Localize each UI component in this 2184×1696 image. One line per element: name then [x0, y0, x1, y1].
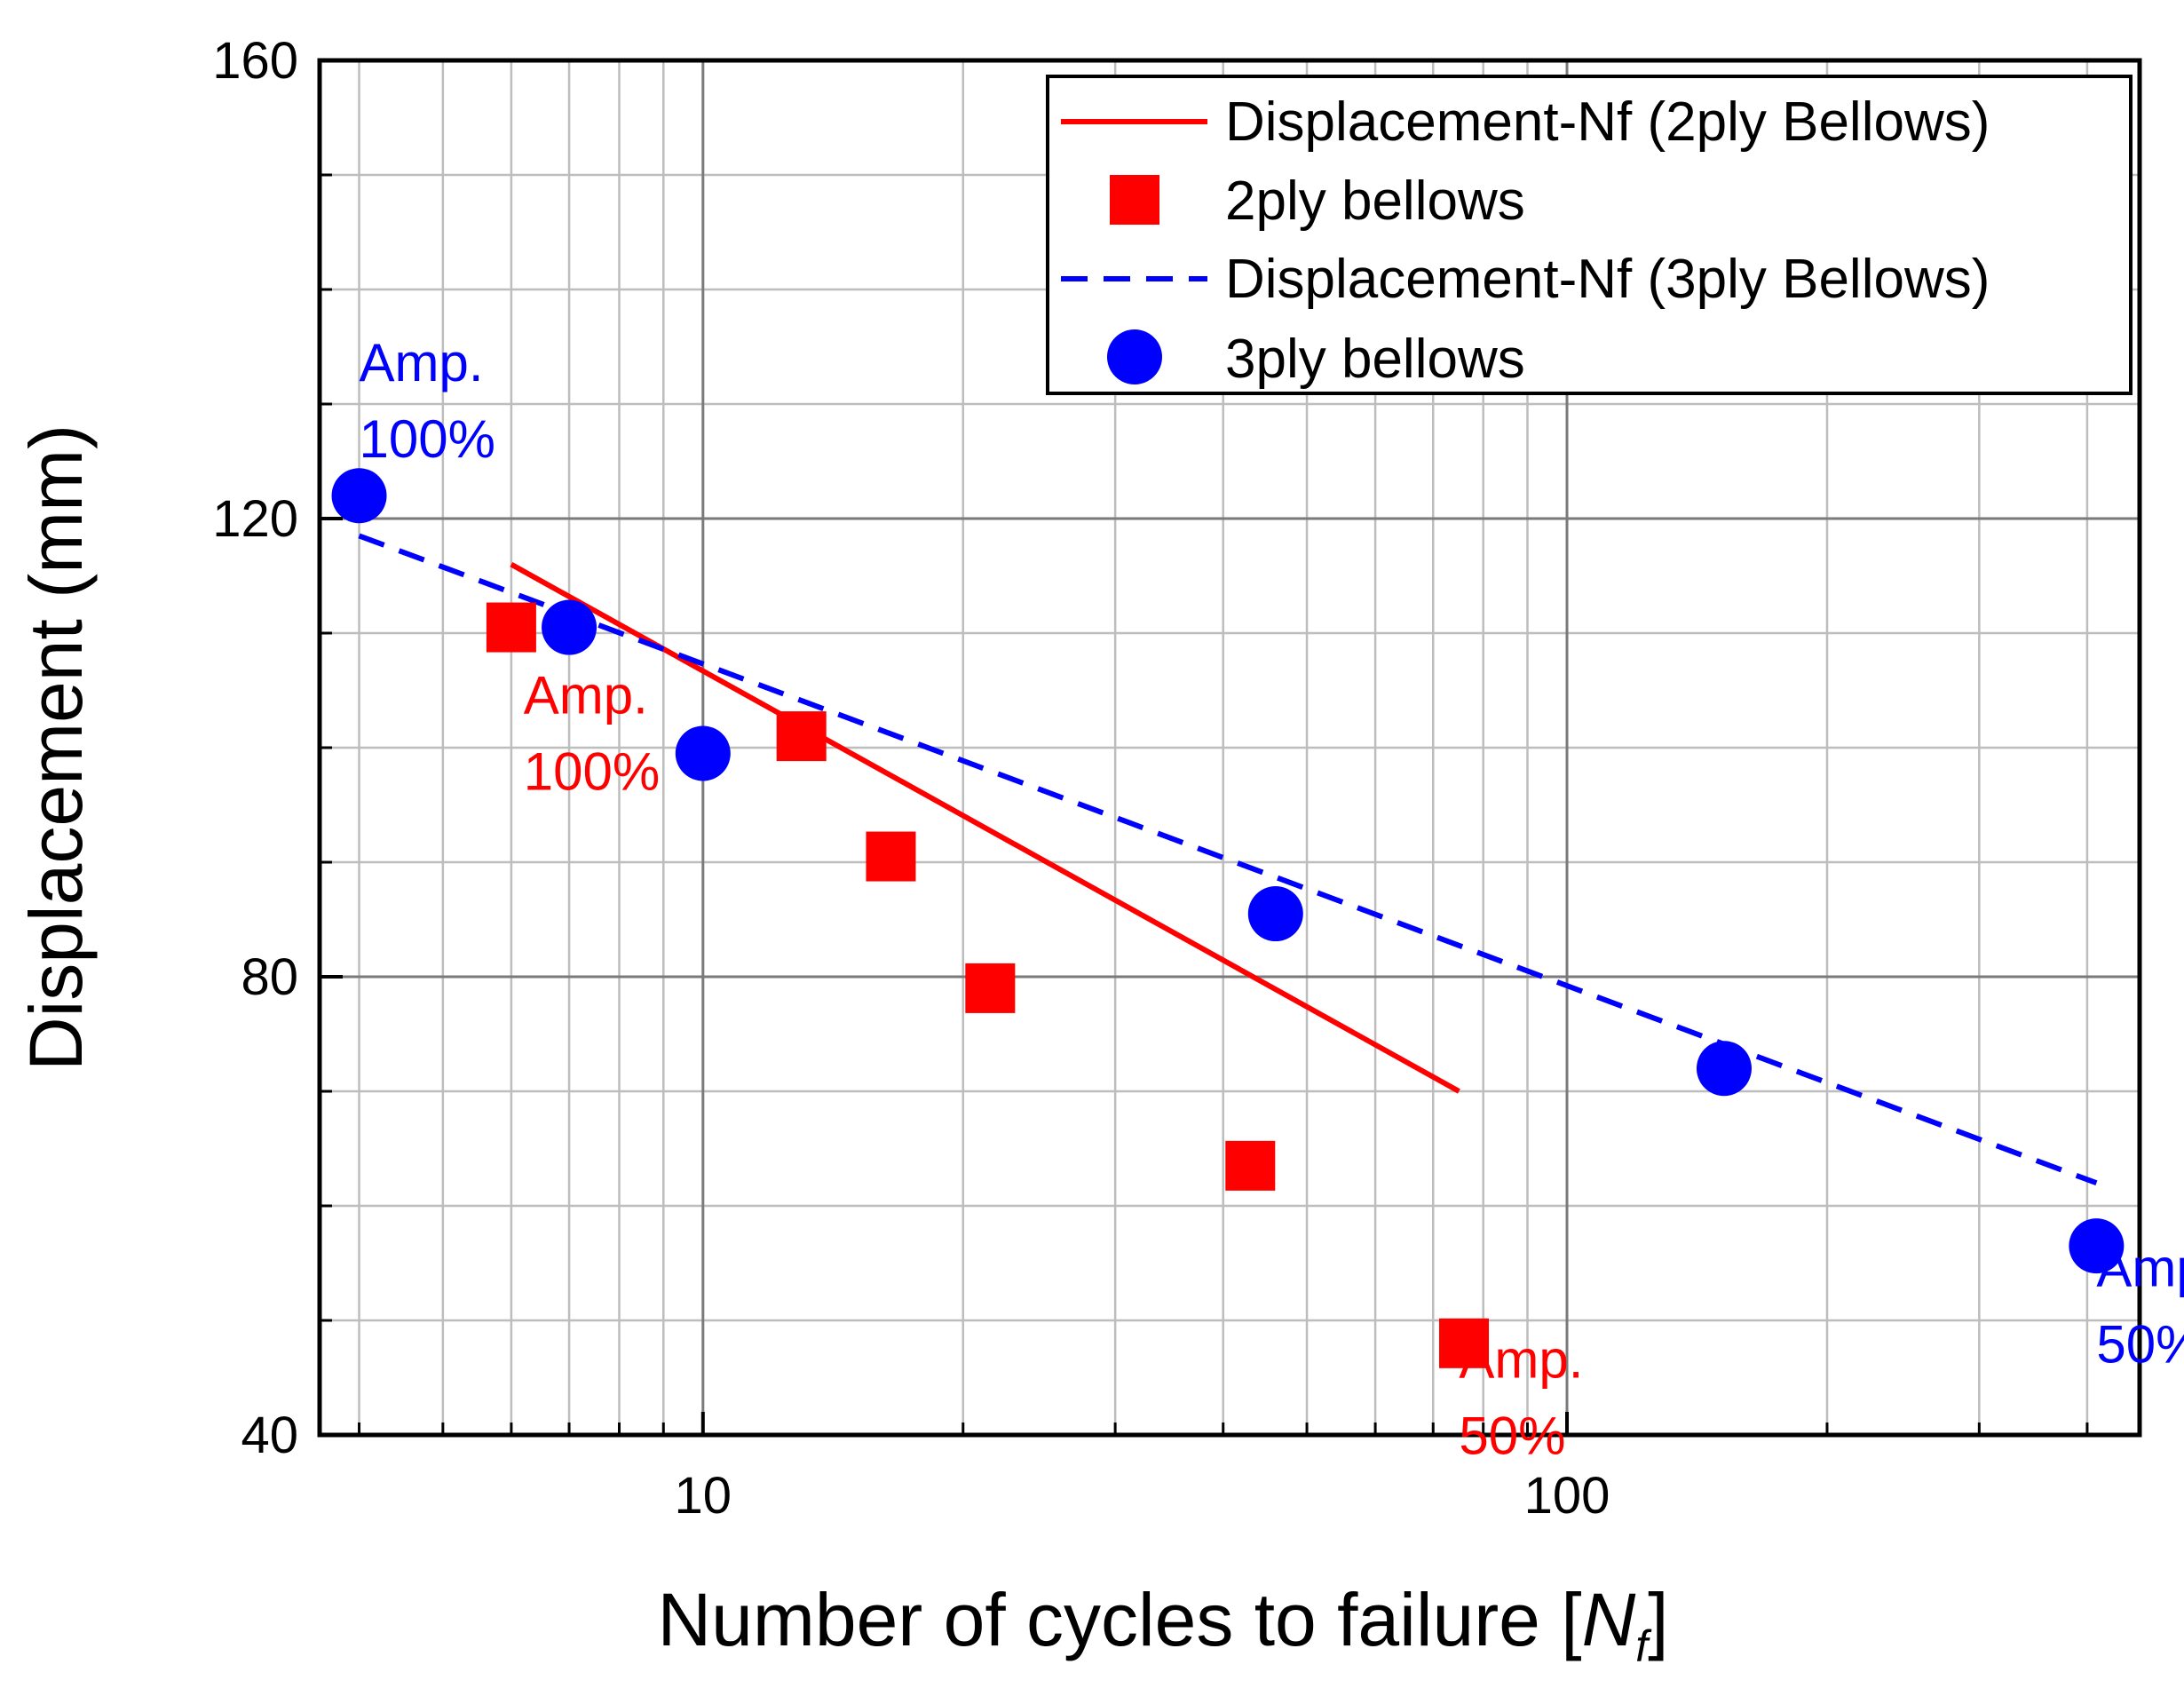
annotation-line-1: Amp.	[360, 333, 484, 392]
data-point-3ply	[331, 468, 387, 524]
legend-label-3ply-marker: 3ply bellows	[1225, 329, 1525, 390]
legend-swatch-2ply-marker	[1110, 175, 1159, 225]
data-point-2ply	[1225, 1140, 1276, 1191]
x-axis-title-bracket-open: [	[1540, 1578, 1582, 1661]
data-point-3ply	[1247, 886, 1303, 942]
x-axis-title: Number of cycles to failure [Nf]	[658, 1578, 1669, 1671]
legend: Displacement-Nf (2ply Bellows) 2ply bell…	[1046, 75, 2133, 395]
legend-label-3ply-line: Displacement-Nf (3ply Bellows)	[1225, 249, 1990, 310]
annotation-line-2: 100%	[524, 741, 660, 801]
legend-swatch-3ply-marker	[1107, 329, 1162, 384]
annotation-line-2: 100%	[360, 409, 495, 469]
data-point-2ply	[866, 831, 916, 882]
data-point-2ply	[965, 963, 1016, 1013]
x-axis-title-bracket-close: ]	[1648, 1578, 1668, 1661]
series-line-displacement-nf-2ply-bellows-	[510, 561, 1460, 1094]
annotation-line-2: 50%	[1459, 1407, 1565, 1466]
data-point-3ply	[2069, 1218, 2125, 1274]
annotation-line-1: Amp.	[1459, 1330, 1583, 1390]
series-layer	[331, 468, 2125, 1368]
annotation-layer: Amp. 100% Amp. 100% Amp. 50% Amp. 50%	[360, 333, 2184, 1465]
annotation-label: Amp. 100%	[360, 333, 495, 469]
data-point-3ply	[542, 599, 597, 655]
series-line-displacement-nf-3ply-bellows-	[358, 533, 2098, 1186]
x-axis-title-text: Number of cycles to failure	[658, 1578, 1540, 1661]
data-point-2ply	[776, 711, 827, 762]
data-point-2ply	[486, 602, 536, 653]
annotation-label: Amp. 50%	[2096, 1238, 2184, 1374]
y-tick-label: 160	[212, 32, 298, 90]
y-tick-label: 120	[212, 490, 298, 548]
x-axis-title-symbol: N	[1582, 1578, 1636, 1661]
annotation-label: Amp. 100%	[524, 665, 660, 801]
annotation-line-1: Amp.	[2096, 1238, 2184, 1297]
data-point-3ply	[1696, 1041, 1752, 1097]
data-point-2ply	[1439, 1318, 1490, 1368]
ticks-layer: 10 100 40 80 120 160	[212, 32, 2089, 1525]
annotation-line-1: Amp.	[524, 665, 648, 725]
y-tick-label: 80	[241, 948, 298, 1006]
y-axis-title: Displacement (mm)	[14, 424, 98, 1071]
legend-label-2ply-marker: 2ply bellows	[1225, 170, 1525, 232]
x-tick-label: 100	[1524, 1467, 1610, 1525]
legend-box	[1046, 75, 2133, 395]
annotation-label: Amp. 50%	[1459, 1330, 1583, 1466]
x-tick-label: 10	[675, 1467, 732, 1525]
data-point-3ply	[675, 725, 731, 781]
y-tick-label: 40	[241, 1407, 298, 1464]
legend-label-2ply-line: Displacement-Nf (2ply Bellows)	[1225, 91, 1990, 153]
annotation-line-2: 50%	[2096, 1314, 2184, 1374]
